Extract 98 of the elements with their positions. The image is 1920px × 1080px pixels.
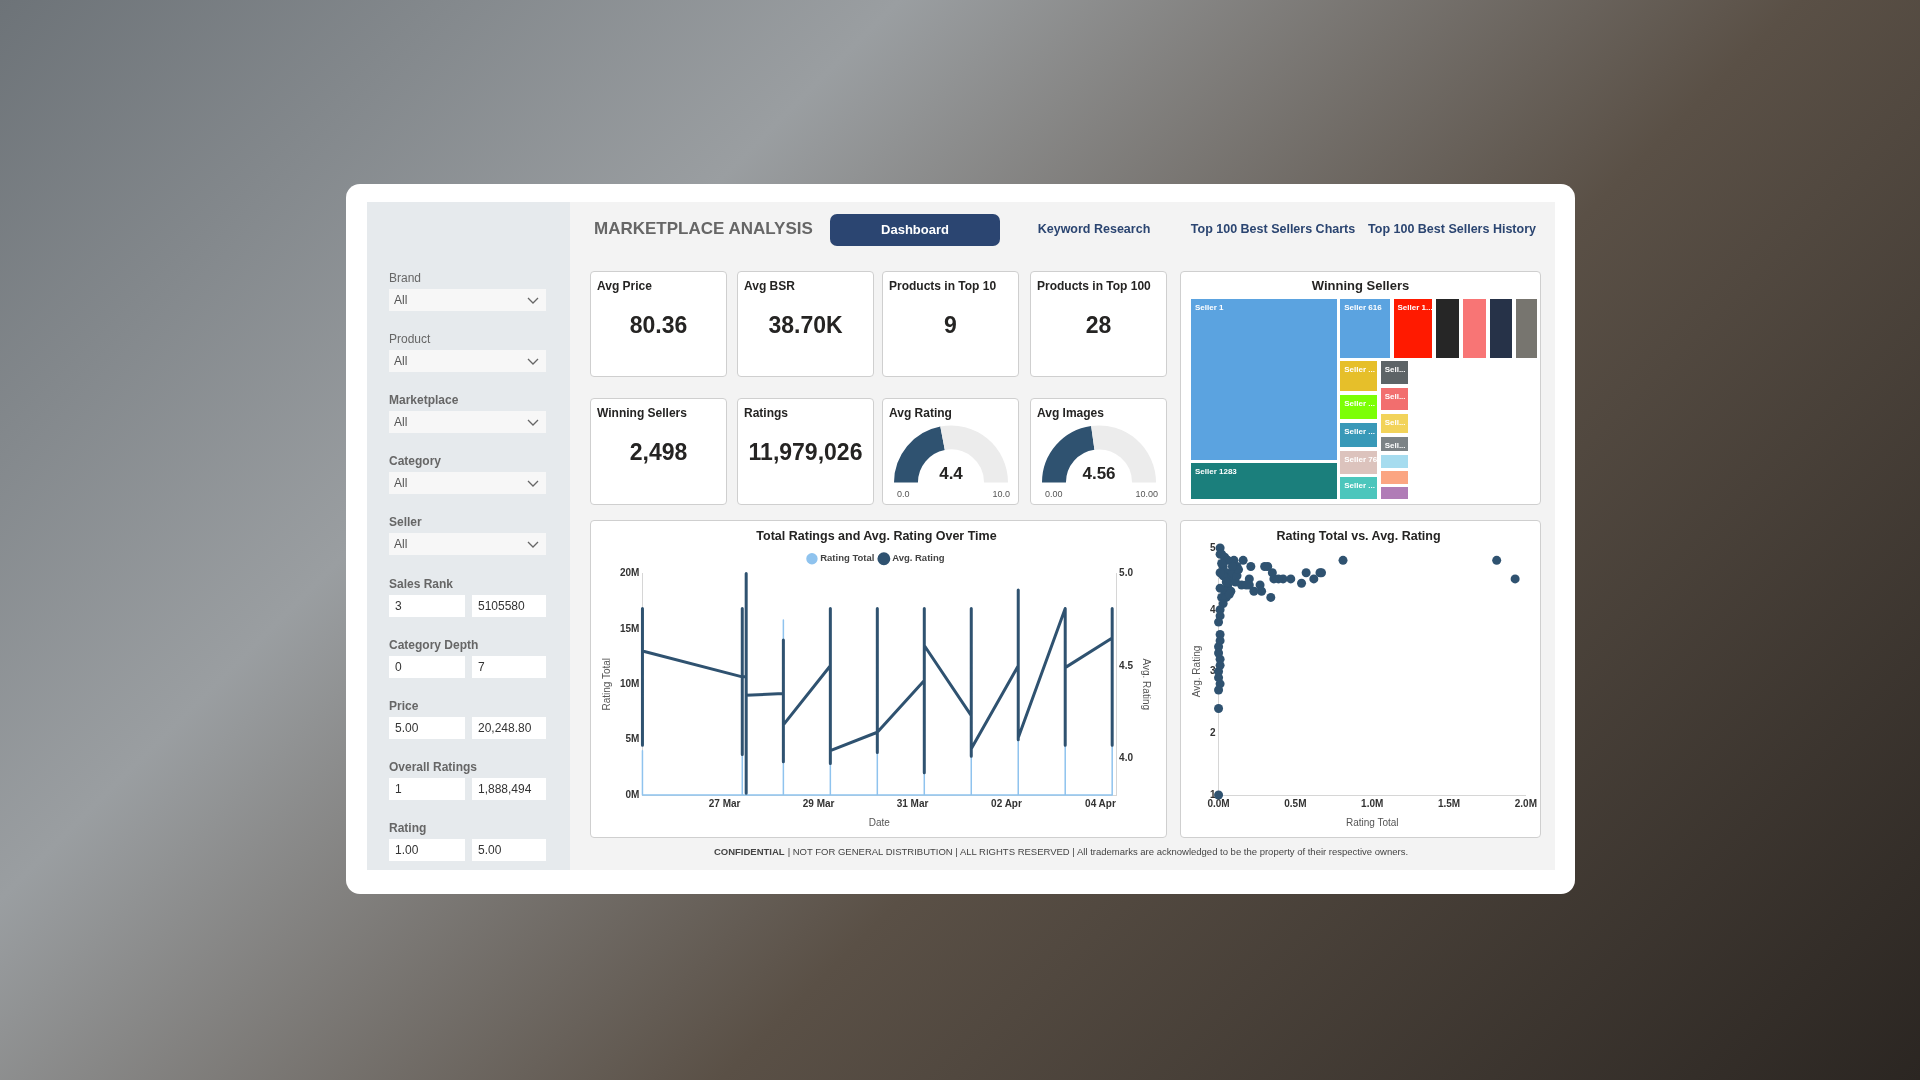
category-label: Sell... (1384, 417, 1406, 427)
x-tick-label: 0.5M (1284, 797, 1307, 809)
text: All (394, 293, 408, 307)
text: Avg Price (597, 279, 652, 293)
x-axis-title: Date (868, 816, 891, 828)
category-label: Price (389, 699, 419, 713)
text: 28 (1084, 312, 1113, 339)
text: CONFIDENTIAL (713, 846, 785, 857)
x-tick-label: 31 Mar (896, 797, 929, 809)
legend-label: Rating Total (820, 552, 875, 564)
text: 1 (395, 782, 402, 796)
category-label: Seller ... (1344, 398, 1375, 408)
category-label: Seller 616 (1344, 303, 1382, 312)
x-tick-label: 2.0M (1514, 797, 1537, 809)
category-label: Overall Ratings (389, 760, 478, 774)
text: 9 (943, 312, 958, 339)
y-tick-label: 10M (620, 678, 640, 689)
category-label: Seller ... (1344, 365, 1375, 374)
text: MARKETPLACE ANALYSIS (594, 219, 813, 239)
category-label: Seller 1... (1397, 303, 1433, 312)
y-axis-title: Avg. Rating (1190, 645, 1202, 698)
y-axis-title: Rating Total (600, 657, 612, 711)
text: 5.00 (395, 721, 419, 735)
category-label: Seller 1 (1195, 303, 1224, 312)
data-label: 4.4 (938, 464, 964, 484)
y-tick-label: 4 (1210, 603, 1216, 615)
y2-tick-label: 4.0 (1119, 751, 1134, 763)
category-label: Product (389, 332, 431, 346)
text: All (394, 476, 408, 490)
y-tick-label: 1 (1210, 788, 1216, 800)
legend-label: Avg. Rating (892, 552, 945, 564)
text: Winning Sellers (1310, 278, 1411, 293)
y-tick-label: 3 (1210, 665, 1216, 677)
y2-axis-title: Avg. Rating (1141, 658, 1153, 711)
y2-tick-label: 5.0 (1119, 567, 1134, 579)
y-tick-label: 15M (620, 622, 640, 634)
chart-title: Rating Total vs. Avg. Rating (1276, 528, 1441, 543)
category-label: Sales Rank (389, 577, 454, 591)
category-label: Marketplace (389, 393, 459, 407)
text: Products in Top 10 (889, 279, 997, 293)
text: Ratings (744, 406, 789, 420)
text: 20,248.80 (478, 721, 532, 735)
text: 1,888,494 (478, 782, 532, 796)
category-label: Seller ... (1344, 481, 1375, 491)
x-tick-label: 1.0M (1361, 797, 1384, 809)
x-axis-title: Rating Total (1345, 816, 1399, 828)
text: 38.70K (767, 312, 844, 339)
text: Dashboard (830, 214, 1000, 246)
y-tick-label: 2 (1210, 727, 1216, 738)
text: 5.00 (478, 843, 502, 857)
category-label: Seller 76 (1344, 454, 1378, 464)
category-label: Seller 1283 (1195, 466, 1237, 476)
text: Products in Top 100 (1037, 279, 1151, 293)
y-tick-label: 5M (625, 733, 640, 745)
x-tick-label: 04 Apr (1085, 797, 1116, 809)
category-label: Sell... (1384, 365, 1406, 374)
text: All (394, 537, 408, 551)
category-label: Sell... (1384, 440, 1406, 450)
x-tick-label: 0.0M (1207, 797, 1230, 809)
category-label: Rating (389, 821, 427, 835)
text: 3 (395, 599, 402, 613)
text: 0 (395, 660, 402, 674)
text: | NOT FOR GENERAL DISTRIBUTION | ALL RIGHTS RESERVED | All trademarks are acknowledged to be the property of their respective owners. (787, 846, 1409, 857)
text: 0.0 (897, 489, 910, 499)
data-label: 4.56 (1081, 464, 1117, 484)
category-label: Seller (389, 515, 422, 529)
text: 2,498 (628, 439, 689, 466)
category-label: Brand (389, 271, 422, 285)
x-tick-label: 1.5M (1437, 797, 1461, 809)
text: Top 100 Best Sellers Charts (1190, 222, 1356, 236)
x-tick-label: 02 Apr (991, 797, 1022, 809)
text: 1.00 (395, 843, 419, 857)
text: 0.00 (1045, 489, 1063, 499)
text: 80.36 (628, 312, 689, 339)
category-label: Category Depth (389, 638, 479, 652)
category-label: Category (389, 454, 442, 468)
text: 10.00 (1135, 489, 1158, 499)
chart-title: Total Ratings and Avg. Rating Over Time (756, 528, 997, 543)
y-tick-label: 5 (1210, 541, 1216, 553)
y-tick-label: 0M (625, 788, 640, 800)
text: Avg BSR (744, 279, 795, 293)
text: Winning Sellers (597, 406, 687, 420)
text: All (394, 415, 408, 429)
text: 11,979,026 (747, 439, 864, 466)
x-tick-label: 27 Mar (708, 797, 741, 809)
text: All (394, 354, 408, 368)
text: Keyword Research (1037, 222, 1151, 236)
category-label: Seller ... (1344, 426, 1375, 436)
text: 10.0 (992, 489, 1010, 499)
text: 5105580 (478, 599, 525, 613)
category-label: Sell... (1384, 392, 1406, 402)
y2-tick-label: 4.5 (1119, 659, 1134, 671)
chart-title: Avg Rating (889, 406, 952, 420)
y-tick-label: 20M (620, 567, 640, 579)
x-tick-label: 29 Mar (802, 797, 835, 809)
text: 7 (478, 660, 485, 674)
chart-title: Avg Images (1037, 406, 1104, 420)
text: Top 100 Best Sellers History (1368, 222, 1536, 236)
